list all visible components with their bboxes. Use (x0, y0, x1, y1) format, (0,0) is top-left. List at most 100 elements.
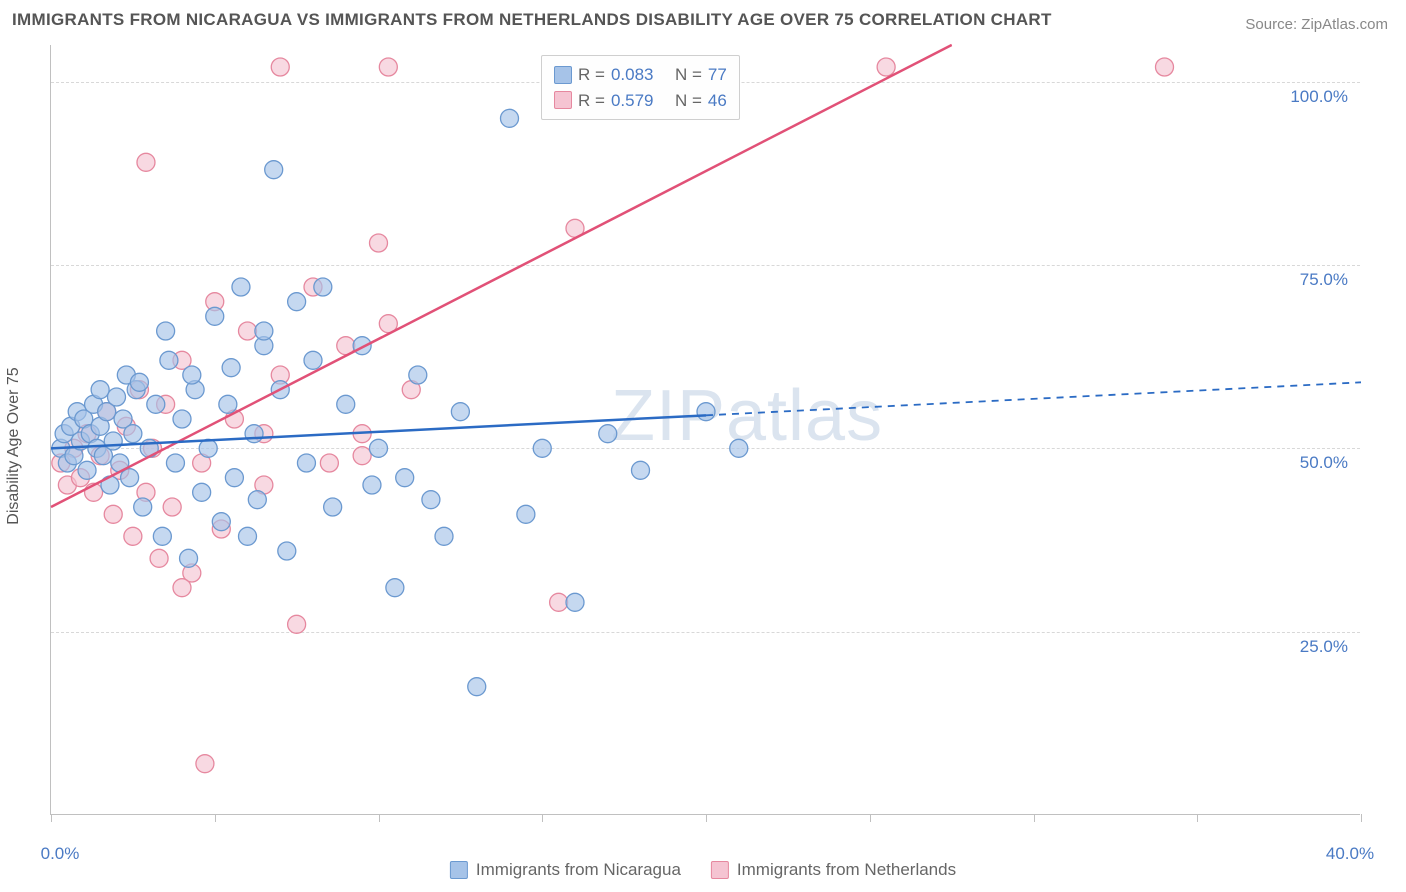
bottom-swatch-nicaragua (450, 861, 468, 879)
bottom-label-netherlands: Immigrants from Netherlands (737, 860, 956, 880)
scatter-point (180, 549, 198, 567)
x-tick-max: 40.0% (1326, 844, 1374, 864)
scatter-point (173, 410, 191, 428)
scatter-point (396, 469, 414, 487)
scatter-point (124, 527, 142, 545)
scatter-point (173, 579, 191, 597)
scatter-point (409, 366, 427, 384)
scatter-point (212, 513, 230, 531)
scatter-point (193, 483, 211, 501)
source-attribution: Source: ZipAtlas.com (1245, 16, 1388, 33)
scatter-point (199, 439, 217, 457)
scatter-point (271, 58, 289, 76)
regression-line-dashed (706, 382, 1361, 415)
scatter-point (353, 447, 371, 465)
scatter-point (108, 388, 126, 406)
legend-swatch-nicaragua (554, 66, 572, 84)
bottom-legend-netherlands: Immigrants from Netherlands (711, 860, 956, 880)
x-tick (51, 814, 52, 822)
chart-container: IMMIGRANTS FROM NICARAGUA VS IMMIGRANTS … (0, 0, 1406, 892)
scatter-point (153, 527, 171, 545)
r-label: R = (578, 88, 605, 114)
chart-title: IMMIGRANTS FROM NICARAGUA VS IMMIGRANTS … (12, 10, 1052, 30)
x-tick (379, 814, 380, 822)
y-tick-label: 75.0% (1300, 270, 1348, 290)
scatter-point (183, 366, 201, 384)
scatter-point (255, 322, 273, 340)
x-tick (870, 814, 871, 822)
y-axis-label: Disability Age Over 75 (5, 367, 23, 524)
statistics-legend: R = 0.083 N = 77 R = 0.579 N = 46 (541, 55, 740, 120)
x-tick-min: 0.0% (41, 844, 80, 864)
scatter-point (166, 454, 184, 472)
scatter-point (245, 425, 263, 443)
x-tick (1197, 814, 1198, 822)
scatter-point (599, 425, 617, 443)
scatter-point (566, 593, 584, 611)
bottom-legend-nicaragua: Immigrants from Nicaragua (450, 860, 681, 880)
scatter-point (225, 469, 243, 487)
scatter-point (239, 322, 257, 340)
scatter-point (160, 351, 178, 369)
scatter-point (239, 527, 257, 545)
scatter-point (468, 678, 486, 696)
source-label: Source: (1245, 16, 1301, 33)
scatter-point (422, 491, 440, 509)
legend-row-netherlands: R = 0.579 N = 46 (554, 88, 727, 114)
r-value-netherlands: 0.579 (611, 88, 654, 114)
y-tick-label: 25.0% (1300, 637, 1348, 657)
x-tick (706, 814, 707, 822)
y-tick-label: 50.0% (1300, 453, 1348, 473)
x-tick (542, 814, 543, 822)
scatter-point (124, 425, 142, 443)
scatter-point (157, 322, 175, 340)
r-label: R = (578, 62, 605, 88)
legend-row-nicaragua: R = 0.083 N = 77 (554, 62, 727, 88)
scatter-point (297, 454, 315, 472)
n-label: N = (675, 88, 702, 114)
scatter-point (550, 593, 568, 611)
scatter-point (265, 161, 283, 179)
scatter-point (222, 359, 240, 377)
scatter-point (697, 403, 715, 421)
scatter-series-nicaragua (52, 109, 748, 695)
scatter-point (206, 307, 224, 325)
scatter-point (451, 403, 469, 421)
scatter-point (288, 615, 306, 633)
x-tick (215, 814, 216, 822)
y-tick-label: 100.0% (1290, 87, 1348, 107)
scatter-point (314, 278, 332, 296)
scatter-point (379, 58, 397, 76)
scatter-point (501, 109, 519, 127)
scatter-point (632, 461, 650, 479)
scatter-point (324, 498, 342, 516)
scatter-point (1156, 58, 1174, 76)
scatter-point (288, 293, 306, 311)
x-tick (1361, 814, 1362, 822)
scatter-svg (51, 45, 1360, 814)
legend-swatch-netherlands (554, 91, 572, 109)
scatter-point (435, 527, 453, 545)
scatter-point (104, 432, 122, 450)
r-value-nicaragua: 0.083 (611, 62, 654, 88)
scatter-point (370, 439, 388, 457)
scatter-point (877, 58, 895, 76)
scatter-point (517, 505, 535, 523)
scatter-point (147, 395, 165, 413)
scatter-point (121, 469, 139, 487)
scatter-point (337, 395, 355, 413)
scatter-point (278, 542, 296, 560)
bottom-swatch-netherlands (711, 861, 729, 879)
scatter-point (134, 498, 152, 516)
scatter-series-netherlands (52, 58, 1174, 773)
scatter-point (91, 381, 109, 399)
scatter-point (78, 461, 96, 479)
scatter-point (232, 278, 250, 296)
scatter-point (730, 439, 748, 457)
scatter-point (363, 476, 381, 494)
scatter-point (248, 491, 266, 509)
scatter-point (130, 373, 148, 391)
bottom-legend: Immigrants from Nicaragua Immigrants fro… (450, 860, 956, 880)
scatter-point (370, 234, 388, 252)
x-tick (1034, 814, 1035, 822)
